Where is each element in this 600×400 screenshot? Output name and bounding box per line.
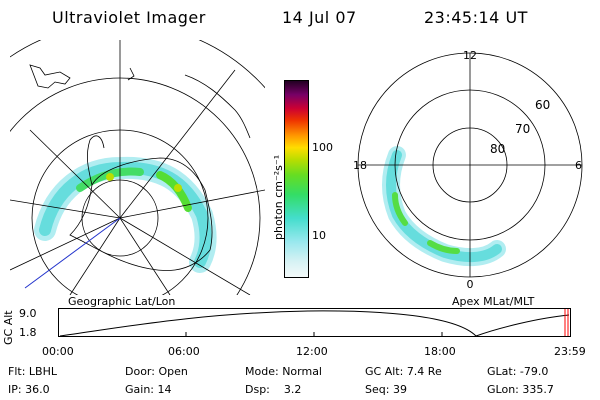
- time-label: 23:45:14 UT: [424, 8, 528, 27]
- mlt-label-18: 18: [353, 159, 367, 172]
- altitude-plot: [58, 308, 571, 337]
- mlat-label-70: 70: [515, 122, 530, 136]
- status-filter: Flt: LBHL: [8, 365, 57, 378]
- coastline-outline: [29, 64, 251, 271]
- status-gain: Gain: 14: [125, 383, 172, 396]
- magnetic-polar-panel: 12 18 6 0 60 70 80: [353, 49, 583, 291]
- status-gc-alt: GC Alt: 7.4 Re: [365, 365, 442, 378]
- mlat-label-80: 80: [490, 142, 505, 156]
- aurora-oval-magnetic: [382, 146, 506, 267]
- colorbar-tick-10: 10: [312, 229, 326, 242]
- status-door: Door: Open: [125, 365, 188, 378]
- time-tick-1800: 18:00: [424, 345, 456, 358]
- mlt-label-12: 12: [463, 49, 477, 62]
- colorbar-tick-100: 100: [312, 141, 333, 154]
- status-dsp: Dsp: 3.2: [245, 383, 302, 396]
- altitude-axis-title: GC Alt: [2, 310, 15, 345]
- altitude-tick-high: 9.0: [19, 307, 37, 320]
- altitude-tick-low: 1.8: [19, 326, 37, 339]
- time-tick-1200: 12:00: [296, 345, 328, 358]
- ground-track-line: [24, 217, 121, 289]
- time-tick-0000: 00:00: [42, 345, 74, 358]
- mlt-label-0: 0: [467, 278, 474, 291]
- status-glat: GLat: -79.0: [487, 365, 549, 378]
- aurora-oval-geographic: [34, 156, 217, 273]
- status-seq: Seq: 39: [365, 383, 407, 396]
- geographic-panel-label: Geographic Lat/Lon: [68, 295, 176, 308]
- mlt-label-6: 6: [575, 159, 582, 172]
- status-mode: Mode: Normal: [245, 365, 322, 378]
- graticule: [10, 40, 265, 295]
- time-tick-2359: 23:59: [554, 345, 586, 358]
- date-label: 14 Jul 07: [282, 8, 357, 27]
- status-ip: IP: 36.0: [8, 383, 50, 396]
- colorbar: [284, 80, 309, 278]
- geographic-map-panel: [10, 40, 265, 295]
- colorbar-unit-label: photon cm⁻²s⁻¹: [272, 154, 285, 240]
- magnetic-panel-label: Apex MLat/MLT: [452, 295, 535, 308]
- instrument-title: Ultraviolet Imager: [52, 8, 206, 27]
- mlat-label-60: 60: [535, 98, 550, 112]
- altitude-curve: [59, 310, 570, 337]
- polar-grid: [357, 52, 583, 278]
- status-glon: GLon: 335.7: [487, 383, 554, 396]
- time-tick-0600: 06:00: [168, 345, 200, 358]
